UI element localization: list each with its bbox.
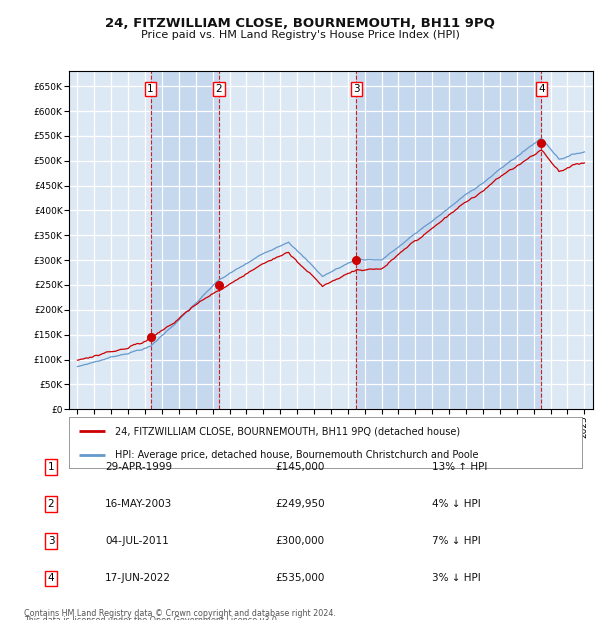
Text: 4% ↓ HPI: 4% ↓ HPI bbox=[432, 499, 481, 509]
Text: This data is licensed under the Open Government Licence v3.0.: This data is licensed under the Open Gov… bbox=[24, 616, 280, 620]
Text: 4: 4 bbox=[47, 574, 55, 583]
Text: 29-APR-1999: 29-APR-1999 bbox=[105, 462, 172, 472]
Text: 13% ↑ HPI: 13% ↑ HPI bbox=[432, 462, 487, 472]
Text: £249,950: £249,950 bbox=[275, 499, 325, 509]
Text: £535,000: £535,000 bbox=[275, 574, 325, 583]
Text: £300,000: £300,000 bbox=[275, 536, 325, 546]
Text: Contains HM Land Registry data © Crown copyright and database right 2024.: Contains HM Land Registry data © Crown c… bbox=[24, 609, 336, 618]
Text: 17-JUN-2022: 17-JUN-2022 bbox=[105, 574, 171, 583]
Text: 3: 3 bbox=[353, 84, 360, 94]
Text: 24, FITZWILLIAM CLOSE, BOURNEMOUTH, BH11 9PQ (detached house): 24, FITZWILLIAM CLOSE, BOURNEMOUTH, BH11… bbox=[115, 427, 460, 436]
Text: 3% ↓ HPI: 3% ↓ HPI bbox=[432, 574, 481, 583]
Text: 16-MAY-2003: 16-MAY-2003 bbox=[105, 499, 172, 509]
Text: £145,000: £145,000 bbox=[275, 462, 325, 472]
Text: 04-JUL-2011: 04-JUL-2011 bbox=[105, 536, 169, 546]
Text: 2: 2 bbox=[216, 84, 223, 94]
Bar bbox=[356, 71, 541, 409]
Bar bbox=[151, 71, 219, 409]
Text: 7% ↓ HPI: 7% ↓ HPI bbox=[432, 536, 481, 546]
Text: Price paid vs. HM Land Registry's House Price Index (HPI): Price paid vs. HM Land Registry's House … bbox=[140, 30, 460, 40]
Text: 1: 1 bbox=[147, 84, 154, 94]
Text: HPI: Average price, detached house, Bournemouth Christchurch and Poole: HPI: Average price, detached house, Bour… bbox=[115, 450, 479, 461]
Text: 4: 4 bbox=[538, 84, 545, 94]
Text: 24, FITZWILLIAM CLOSE, BOURNEMOUTH, BH11 9PQ: 24, FITZWILLIAM CLOSE, BOURNEMOUTH, BH11… bbox=[105, 17, 495, 30]
Text: 2: 2 bbox=[47, 499, 55, 509]
Text: 3: 3 bbox=[47, 536, 55, 546]
Text: 1: 1 bbox=[47, 462, 55, 472]
